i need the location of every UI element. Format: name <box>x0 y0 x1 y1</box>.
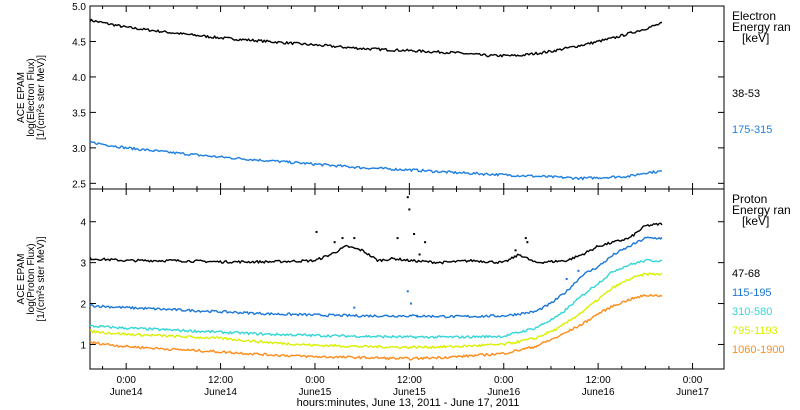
y-tick-label: 5.0 <box>72 2 86 13</box>
y-axis-label: ACE EPAMlog(Proton Flux)[1/(cm²s ster Me… <box>16 236 47 321</box>
y-tick-label: 3.0 <box>72 144 86 155</box>
legend-entry-1060-1900: 1060-1900 <box>732 344 785 356</box>
legend-entry-38-53: 38-53 <box>732 88 760 100</box>
y-axis-label-line: [1/(cm²s ster MeV)] <box>36 55 47 140</box>
data-point <box>408 208 411 211</box>
time-axis: 0:00June1412:00June140:00June1512:00June… <box>110 375 710 398</box>
data-point <box>418 253 421 256</box>
legend-entry-115-195: 115-195 <box>732 287 772 299</box>
legend-title: [keV] <box>742 214 769 228</box>
series-175-315 <box>89 140 663 181</box>
data-point <box>577 269 580 272</box>
series-115-195 <box>89 236 663 319</box>
data-point <box>409 302 412 305</box>
x-tick-label-date: June14 <box>110 387 143 398</box>
data-point <box>353 306 356 309</box>
x-tick-label-date: June16 <box>582 387 615 398</box>
y-tick-label: 2 <box>80 300 86 311</box>
x-tick-label-date: June17 <box>676 387 709 398</box>
y-axis-label-line: ACE EPAM <box>16 254 27 305</box>
y-axis-label: ACE EPAMlog(Electron Flux)[1/(cm²s ster … <box>16 55 47 140</box>
x-tick-label: 12:00 <box>208 375 233 386</box>
data-point <box>315 230 318 233</box>
series-trace <box>89 258 663 339</box>
series-47-68 <box>89 196 663 265</box>
y-axis-label-line: log(Proton Flux) <box>26 243 37 314</box>
legend-title: Electron <box>732 9 776 23</box>
x-tick-label-date: June15 <box>393 387 426 398</box>
x-tick-label: 0:00 <box>305 375 325 386</box>
legend-entry-47-68: 47-68 <box>732 268 760 280</box>
x-tick-label-date: June15 <box>299 387 332 398</box>
proton-panel: 1 2 3 4 ACE EPAMlog(Proton Flux)[1/(cm²s ste… <box>16 188 791 370</box>
legend-title: Energy ran <box>732 20 791 34</box>
series-trace <box>89 140 663 181</box>
y-tick-label: 1 <box>80 340 86 351</box>
series-38-53 <box>89 18 662 58</box>
x-tick-label: 12:00 <box>397 375 422 386</box>
series-trace <box>89 293 663 361</box>
data-point <box>406 196 409 199</box>
legend-title: Energy ran <box>732 203 791 217</box>
legend-entry-175-315: 175-315 <box>732 124 772 136</box>
series-trace <box>89 272 663 350</box>
data-point <box>514 249 517 252</box>
x-tick-label: 0:00 <box>683 375 703 386</box>
legend-entry-310-580: 310-580 <box>732 306 772 318</box>
data-point <box>353 237 356 240</box>
series-trace <box>89 236 663 319</box>
x-tick-label: 12:00 <box>586 375 611 386</box>
legend-title: [keV] <box>742 31 769 45</box>
series-trace <box>89 222 663 265</box>
series-trace <box>89 18 662 58</box>
y-tick-label: 4.0 <box>72 73 86 84</box>
x-tick-label-date: June14 <box>204 387 237 398</box>
data-point <box>341 237 344 240</box>
y-tick-label: 2.5 <box>72 179 86 190</box>
data-point <box>413 233 416 235</box>
electron-panel: 2.5 3.0 3.5 4.0 4.5 5.0 ACE EPAMlog(Electron F… <box>16 2 791 190</box>
y-tick-label: 3 <box>80 259 86 270</box>
x-tick-label: 0:00 <box>494 375 514 386</box>
x-axis-label: hours:minutes, June 13, 2011 - June 17, … <box>297 397 520 409</box>
y-axis-label-line: ACE EPAM <box>16 72 27 123</box>
plot-frame <box>89 188 725 370</box>
data-point <box>406 290 409 293</box>
y-tick-label: 3.5 <box>72 108 86 119</box>
data-point <box>416 314 419 317</box>
legend-title: Proton <box>732 192 767 206</box>
legend-entry-795-1193: 795-1193 <box>732 325 778 337</box>
series-310-580 <box>89 258 663 339</box>
x-tick-label-date: June16 <box>487 387 520 398</box>
data-point <box>424 241 427 244</box>
y-tick-label: 4 <box>80 218 86 229</box>
x-tick-label: 0:00 <box>116 375 136 386</box>
data-point <box>524 237 527 240</box>
data-point <box>526 241 529 244</box>
data-point <box>396 237 399 240</box>
series-1060-1900 <box>89 293 663 361</box>
y-tick-label: 4.5 <box>72 37 86 48</box>
y-axis-label-line: [1/(cm²s ster MeV)] <box>36 236 47 321</box>
data-point <box>565 278 568 280</box>
data-point <box>333 241 336 244</box>
y-axis-label-line: log(Electron Flux) <box>26 58 37 136</box>
series-795-1193 <box>89 272 663 350</box>
